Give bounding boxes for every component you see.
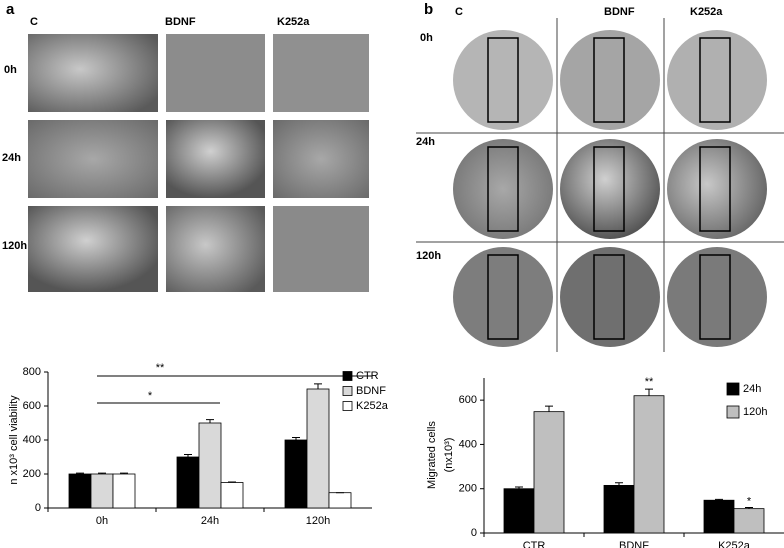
- error-bar: [206, 419, 214, 423]
- error-bar: [76, 472, 84, 474]
- error-bar: [515, 486, 523, 489]
- bar: [533, 411, 565, 534]
- legend-swatch: [342, 386, 353, 396]
- error-bar: [98, 472, 106, 474]
- bar: [633, 395, 665, 534]
- panel-label: b: [424, 1, 433, 18]
- row-label: 24h: [2, 152, 21, 164]
- y-tick-label: 200: [23, 468, 41, 480]
- y-tick-label: 0: [35, 502, 41, 514]
- legend-swatch: [726, 382, 740, 396]
- bar: [733, 508, 765, 534]
- bar: [703, 499, 735, 534]
- y-tick-label: 200: [459, 483, 477, 495]
- column-label: C: [30, 16, 38, 28]
- y-tick-label: 600: [23, 400, 41, 412]
- legend-label: BDNF: [356, 385, 386, 397]
- bar: [220, 482, 244, 509]
- annotation: *: [148, 390, 153, 402]
- column-label: BDNF: [165, 16, 196, 28]
- y-tick-label: 0: [471, 527, 477, 539]
- column-label: C: [455, 6, 463, 18]
- error-bar: [745, 507, 753, 509]
- x-tick-label: 120h: [306, 515, 330, 527]
- scratch-grid-b: [416, 18, 784, 352]
- bar: [198, 422, 222, 509]
- y-tick-label: 400: [459, 438, 477, 450]
- bar: [328, 492, 352, 509]
- y-axis-label: Migrated cells: [426, 421, 438, 489]
- row-label: 0h: [4, 64, 17, 76]
- bar: [603, 484, 635, 534]
- y-tick-label: 600: [459, 394, 477, 406]
- legend-label: K252a: [356, 400, 389, 412]
- y-axis-label: (nx10³): [443, 438, 455, 473]
- y-tick-label: 800: [23, 366, 41, 378]
- bar: [284, 439, 308, 509]
- bar: [68, 473, 92, 509]
- x-tick-label: BDNF: [619, 540, 649, 548]
- bar: [176, 456, 200, 509]
- error-bar: [715, 498, 723, 501]
- row-label: 120h: [416, 250, 441, 262]
- row-label: 0h: [420, 32, 433, 44]
- error-bar: [120, 472, 128, 474]
- micrograph-grid-a: [28, 34, 369, 292]
- y-tick-label: 400: [23, 434, 41, 446]
- column-label: K252a: [277, 16, 310, 28]
- error-bar: [314, 383, 322, 389]
- error-bar: [184, 453, 192, 457]
- row-label: 24h: [416, 136, 435, 148]
- error-bar: [615, 482, 623, 486]
- legend-swatch: [726, 405, 740, 419]
- panel-label: a: [6, 1, 15, 18]
- bar: [90, 473, 114, 509]
- x-tick-label: K252a: [718, 540, 751, 548]
- error-bar: [228, 481, 236, 483]
- x-tick-label: CTR: [523, 540, 546, 548]
- legend-swatch: [342, 401, 353, 411]
- bar: [503, 488, 535, 534]
- legend-label: 120h: [743, 406, 767, 418]
- y-axis-label: n x10³ cell viability: [8, 395, 20, 485]
- error-bar: [545, 405, 553, 412]
- error-bar: [292, 436, 300, 440]
- bar: [112, 473, 136, 509]
- annotation: *: [747, 495, 752, 507]
- annotation: **: [156, 362, 165, 374]
- annotation: **: [645, 376, 654, 388]
- x-tick-label: 24h: [201, 515, 219, 527]
- x-tick-label: 0h: [96, 515, 108, 527]
- column-label: K252a: [690, 6, 723, 18]
- row-label: 120h: [2, 240, 27, 252]
- error-bar: [645, 388, 653, 396]
- legend-label: 24h: [743, 383, 761, 395]
- column-label: BDNF: [604, 6, 635, 18]
- bar: [306, 388, 330, 509]
